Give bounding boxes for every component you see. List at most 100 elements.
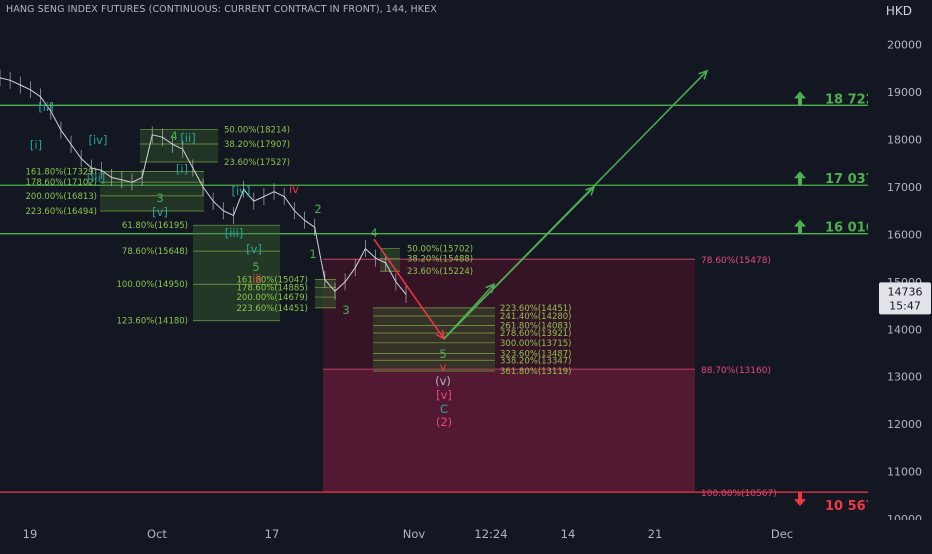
wave-label: 3 (156, 191, 163, 205)
fib-level-label: 223.60%(14451) (237, 304, 309, 314)
fib-level-label: 38.20%(15488) (407, 255, 473, 265)
symbol-title: HANG SENG INDEX FUTURES (CONTINUOUS: CUR… (6, 4, 437, 15)
fib-level-label: 200.00%(14679) (237, 293, 309, 303)
bar-countdown: 15:47 (889, 299, 921, 312)
x-tick-label: 12:24 (474, 527, 507, 541)
wave-label: (2) (436, 415, 452, 429)
wave-label: C (440, 402, 448, 416)
fib-box (140, 129, 218, 163)
down-projection-arrow[interactable] (373, 238, 445, 340)
fib-level-label: 50.00%(18214) (224, 125, 290, 135)
wave-label: [i] (30, 138, 42, 152)
zone-level-label: 78.60%(15478) (701, 256, 771, 266)
fib-level-label: 223.60%(14451) (500, 304, 572, 314)
fib-level-label: 178.60%(14885) (237, 283, 309, 293)
fib-level-label: 261.80%(14083) (500, 321, 572, 331)
level-label: 18 722 (825, 92, 875, 107)
x-tick-label: 17 (265, 527, 280, 541)
up-projection-leg-3-head (698, 69, 709, 80)
wave-label: (v) (435, 374, 451, 388)
x-tick-label: Oct (147, 527, 167, 541)
wave-label: [v] (246, 242, 262, 256)
fib-level-label: 278.60%(13921) (500, 329, 572, 339)
fib-level-label: 300.00%(13715) (500, 339, 572, 349)
fib-level-label: 38.20%(17907) (224, 140, 290, 150)
fib-level-label: 323.60%(13487) (500, 350, 572, 360)
fib-level-label: 23.60%(17527) (224, 158, 290, 168)
up-arrow-icon (794, 171, 806, 186)
wave-label: [i] (176, 162, 188, 176)
y-tick-label: 19000 (887, 86, 922, 99)
wave-label: 4 (170, 129, 177, 143)
x-tick-label: 14 (561, 527, 576, 541)
fib-level-label: 61.80%(16195) (122, 221, 188, 231)
x-tick-label: 19 (23, 527, 38, 541)
y-tick-label: 16000 (887, 228, 922, 241)
projection-arrows (373, 69, 709, 341)
x-tick-label: 21 (648, 527, 663, 541)
fib-level-label: 100.00%(14950) (117, 280, 189, 290)
fib-level-label: 338.20%(13347) (500, 356, 572, 366)
wave-label: [iv] (232, 184, 251, 198)
y-tick-label: 14000 (887, 323, 922, 336)
wave-label: [ii] (180, 131, 195, 145)
current-price-value: 14736 (888, 285, 923, 298)
up-arrow-icon (794, 219, 806, 234)
wave-label: 1 (309, 247, 316, 261)
wave-label: 4 (370, 226, 377, 240)
time-axis[interactable]: 19 Oct 17 Nov 12:24 14 21 Dec (0, 520, 932, 550)
wave-label: [ii] (38, 100, 53, 114)
y-tick-label: 20000 (887, 39, 922, 52)
fib-level-label: 23.60%(15224) (407, 267, 473, 277)
currency-label[interactable]: HKD (885, 4, 912, 18)
wave-label: [iv] (89, 133, 108, 147)
x-tick-label: Nov (403, 527, 426, 541)
wave-label: [iii] (225, 226, 244, 240)
y-tick-label: 18000 (887, 134, 922, 147)
wave-label: 2 (314, 202, 321, 216)
fib-level-label: 161.80%(17329) (26, 167, 98, 177)
zone-level-label: 88.70%(13160) (701, 366, 771, 376)
fib-level-label: 123.60%(14180) (117, 317, 189, 327)
price-line (0, 77, 407, 295)
fib-zones: 78.60%(15478) 88.70%(13160) 100.00%(10567) (323, 256, 777, 499)
fib-level-label: 223.60%(16494) (26, 207, 98, 217)
wave-labels: [ii][i][iii][iv][v]34 [ii][i][iv] iv2[iii]… (30, 100, 452, 429)
price-series (0, 69, 407, 303)
y-tick-label: 17000 (887, 181, 922, 194)
current-price-tag (879, 282, 931, 315)
fib-box (315, 279, 336, 308)
wave-label: [v] (152, 205, 168, 219)
fib-level-label: 78.60%(15648) (122, 247, 188, 257)
wave-label: 3 (342, 303, 349, 317)
time-axis-bg (0, 520, 932, 550)
down-arrow-icon (794, 492, 806, 507)
y-tick-label: 13000 (887, 371, 922, 384)
price-axis[interactable]: 1000011000120001300014000150001600017000… (868, 20, 932, 532)
zone-level-label: 100.00%(10567) (701, 489, 777, 499)
fib-level-label: 241.40%(14280) (500, 312, 572, 322)
fib-level-label: 161.80%(15047) (237, 276, 309, 286)
wave-label: v (440, 360, 447, 374)
up-arrow-icon (794, 91, 806, 106)
wave-label: iii (252, 272, 262, 286)
wave-label: [v] (436, 388, 452, 402)
fib-level-label: 178.60%(17102) (26, 178, 98, 188)
level-lines: 18 722 17 037 16 016 10 567 (0, 91, 875, 514)
wave-label: 5 (252, 260, 259, 274)
level-label: 17 037 (825, 172, 875, 187)
fib-box (100, 171, 204, 211)
wave-label: [iii] (87, 171, 106, 185)
price-axis-bg (868, 20, 932, 532)
zone-lower (323, 369, 695, 493)
wave-label: 5 (439, 347, 446, 361)
y-tick-label: 11000 (887, 466, 922, 479)
fib-level-label: 200.00%(16813) (26, 192, 98, 202)
x-tick-label: Dec (771, 527, 793, 541)
fib-level-label: 361.80%(13119) (500, 367, 572, 377)
up-projection-leg-3[interactable] (443, 70, 708, 340)
level-label: 16 016 (825, 221, 875, 236)
zone-upper (323, 259, 695, 370)
